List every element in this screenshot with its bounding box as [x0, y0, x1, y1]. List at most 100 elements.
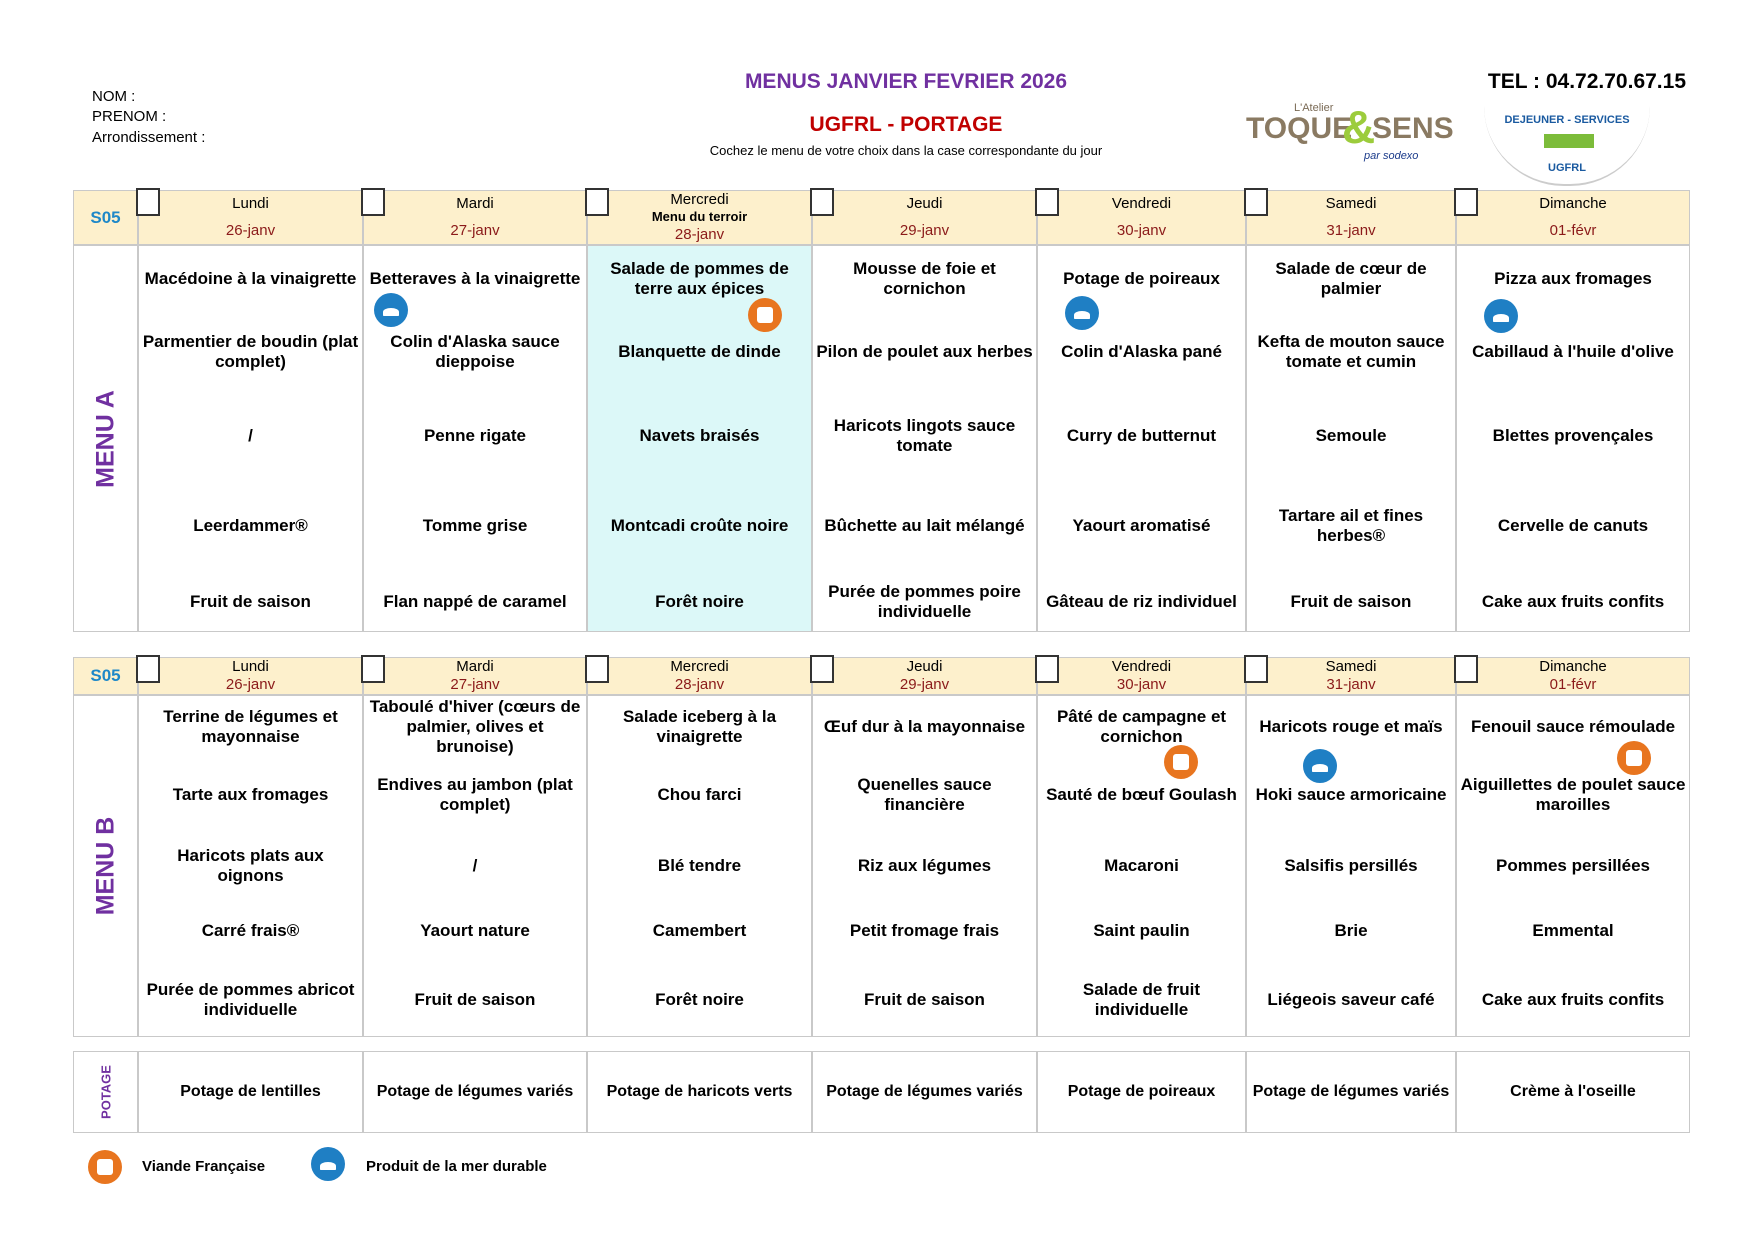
day-header: Jeudi 29-janv: [812, 657, 1037, 695]
day-column: [363, 695, 587, 1037]
checkbox[interactable]: [136, 188, 160, 216]
checkbox[interactable]: [1035, 655, 1059, 683]
day-date: 01-févr: [1549, 221, 1597, 239]
instruction: Cochez le menu de votre choix dans la ca…: [709, 143, 1103, 158]
dish: Fruit de saison: [190, 591, 311, 611]
logo-small: L'Atelier: [1294, 102, 1334, 114]
dish: Terrine de légumes et mayonnaise: [163, 706, 338, 746]
day-header: Mercredi 28-janv: [587, 657, 812, 695]
checkbox[interactable]: [810, 188, 834, 216]
checkbox[interactable]: [1454, 188, 1478, 216]
checkbox[interactable]: [361, 188, 385, 216]
checkbox[interactable]: [1035, 188, 1059, 216]
day-name: Vendredi: [1111, 658, 1172, 675]
day-name: Jeudi: [906, 658, 943, 675]
checkbox[interactable]: [361, 655, 385, 683]
dish: Colin d'Alaska sauce dieppoise: [390, 331, 560, 371]
day-name: Samedi: [1325, 195, 1377, 213]
dish: Colin d'Alaska pané: [1061, 341, 1222, 361]
logo-top: DEJEUNER - SERVICES: [1504, 114, 1630, 126]
day-header: Samedi 31-janv: [1246, 190, 1456, 245]
dish: Yaourt aromatisé: [1072, 516, 1211, 535]
dish: /: [472, 855, 478, 875]
dish: Petit fromage frais: [849, 920, 1000, 940]
icon-sea: [311, 1147, 345, 1181]
dish: Camembert: [652, 920, 747, 940]
logo-left: TOQUE: [1246, 112, 1353, 145]
checkbox[interactable]: [136, 655, 160, 683]
dish: Haricots plats aux oignons: [177, 845, 324, 885]
day-date: 31-janv: [1326, 221, 1376, 239]
dish: Parmentier de boudin (plat complet): [142, 331, 359, 371]
dish: Bûchette au lait mélangé: [824, 516, 1025, 535]
dish: Emmental: [1532, 920, 1614, 940]
dish: Liégeois saveur café: [1267, 989, 1435, 1009]
day-date: 26-janv: [225, 676, 276, 693]
checkbox[interactable]: [810, 655, 834, 683]
day-column: [587, 695, 812, 1037]
dish: Cabillaud à l'huile d'olive: [1472, 341, 1674, 361]
logo-bottom: UGFRL: [1548, 162, 1586, 174]
checkbox[interactable]: [585, 655, 609, 683]
icon-sea: [374, 293, 408, 327]
phone: TEL : 04.72.70.67.15: [1487, 70, 1686, 93]
day-column: [1246, 245, 1456, 632]
dish: Pizza aux fromages: [1494, 268, 1652, 288]
potage: Potage de poireaux: [1037, 1051, 1246, 1133]
day-date: 31-janv: [1326, 676, 1376, 693]
day-header: Vendredi 30-janv: [1037, 190, 1246, 245]
checkbox[interactable]: [1454, 655, 1478, 683]
dish: Salade de fruit individuelle: [1082, 979, 1201, 1019]
checkbox[interactable]: [585, 188, 609, 216]
day-date: 26-janv: [225, 221, 276, 239]
potage-label-cell: POTAGE: [73, 1051, 138, 1133]
day-header: Dimanche 01-févr: [1456, 657, 1690, 695]
dish: Tartare ail et fines herbes®: [1278, 506, 1424, 545]
dish: Salade de pommes de terre aux épices: [610, 258, 789, 298]
dish: Fruit de saison: [414, 989, 536, 1009]
dish: Blé tendre: [657, 855, 742, 875]
day-name: Mercredi: [670, 190, 729, 208]
menu-label: MENU A: [91, 389, 119, 488]
dish: Carré frais®: [201, 920, 300, 940]
day-column: [1246, 695, 1456, 1037]
dish: Riz aux légumes: [857, 855, 992, 875]
dish: Macaroni: [1104, 855, 1179, 875]
checkbox[interactable]: [1244, 188, 1268, 216]
dish: Haricots rouge et maïs: [1259, 716, 1443, 736]
menu-label: MENU B: [91, 816, 119, 916]
potage: Crème à l'oseille: [1456, 1051, 1690, 1133]
dish: Purée de pommes poire individuelle: [828, 581, 1021, 621]
title: MENUS JANVIER FEVRIER 2026: [744, 70, 1068, 93]
day-column: [138, 245, 363, 632]
dish: Cake aux fruits confits: [1481, 591, 1665, 611]
dish: Flan nappé de caramel: [383, 591, 567, 611]
day-date: 29-janv: [899, 676, 950, 693]
week-label: S05: [73, 190, 138, 245]
dish: Penne rigate: [423, 426, 527, 445]
dish: Chou farci: [657, 785, 742, 804]
day-name: Mardi: [456, 195, 494, 213]
day-header: Mardi 27-janv: [363, 190, 587, 245]
dish: Betteraves à la vinaigrette: [369, 268, 581, 288]
dish: Taboulé d'hiver (cœurs de palmier, olive…: [369, 696, 581, 756]
potage-label: POTAGE: [98, 1065, 113, 1119]
icon-meat: [1164, 745, 1198, 779]
dish: Tarte aux fromages: [172, 785, 329, 804]
dish: Mousse de foie et cornichon: [853, 258, 996, 298]
dish: Leerdammer®: [193, 516, 308, 535]
dish: Montcadi croûte noire: [610, 516, 789, 535]
checkbox[interactable]: [1244, 655, 1268, 683]
dish: Forêt noire: [655, 989, 744, 1009]
dish: Macédoine à la vinaigrette: [144, 268, 357, 288]
icon-meat: [748, 298, 782, 332]
legend-sea: Produit de la mer durable: [366, 1158, 547, 1175]
dish: Pâté de campagne et cornichon: [1056, 706, 1227, 746]
day-header: Mercredi Menu du terroir 28-janv: [587, 190, 812, 245]
dish: Brie: [1334, 920, 1368, 940]
dish: Fruit de saison: [1290, 591, 1412, 611]
dish: Pilon de poulet aux herbes: [816, 341, 1033, 361]
dish: Hoki sauce armoricaine: [1255, 785, 1447, 804]
dish: Haricots lingots sauce tomate: [833, 416, 1016, 455]
